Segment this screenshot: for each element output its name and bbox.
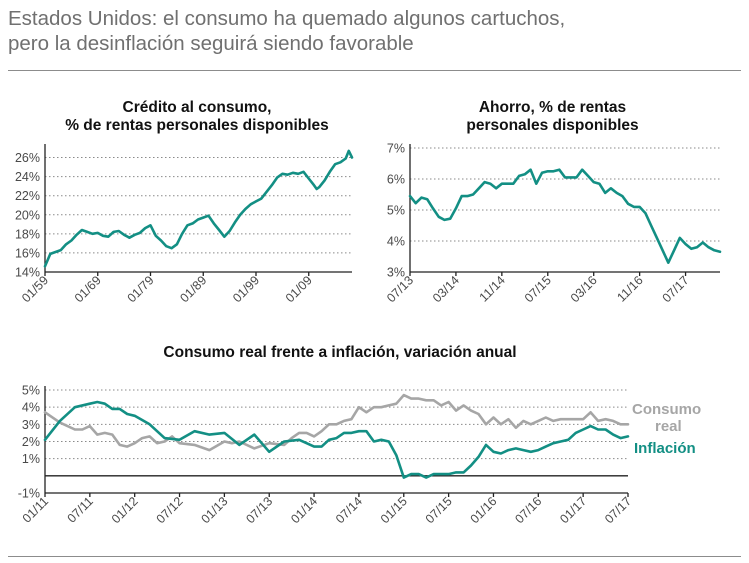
- savings-x-tick-label: 07/15: [522, 273, 554, 305]
- consumption-vs-inflation-x-tick-label: 01/16: [468, 494, 500, 526]
- credit-x-tick-label: 01/79: [125, 273, 157, 305]
- credit-chart-title: Crédito al consumo, % de rentas personal…: [42, 99, 352, 135]
- savings-y-tick-label: 5%: [387, 204, 405, 218]
- credit-y-tick-label: 24%: [15, 170, 40, 184]
- consumption-series-label-line-2: real: [655, 418, 682, 435]
- credit-y-tick-label: 14%: [15, 266, 40, 280]
- inflation-series-label-line-1: Inflación: [634, 440, 696, 457]
- savings-series-ahorro: [408, 168, 722, 265]
- credit-y-tick-label: 18%: [15, 227, 40, 241]
- consumption-vs-inflation-y-tick-label: -1%: [18, 487, 40, 501]
- credit-y-tick-label: 20%: [15, 208, 40, 222]
- credit-x-tick-label: 01/89: [177, 273, 209, 305]
- inflation-series-label: Inflación: [634, 440, 696, 457]
- consumption-vs-inflation-x-tick-label: 07/11: [65, 494, 96, 525]
- consumption-vs-inflation-y-tick-label: 5%: [22, 384, 40, 398]
- consumption-vs-inflation-x-tick-label: 01/13: [198, 494, 230, 526]
- consumption-vs-inflation-x-tick-label: 01/12: [109, 494, 141, 526]
- consumption-chart-title-line-1: Consumo real frente a inflación, variaci…: [163, 344, 517, 361]
- page-title-line-1: Estados Unidos: el consumo ha quemado al…: [8, 7, 566, 30]
- savings-y-tick-label: 6%: [387, 173, 405, 187]
- credit-y-tick-label: 16%: [15, 246, 40, 260]
- consumption-vs-inflation-x-tick-label: 07/13: [243, 494, 275, 526]
- consumption-vs-inflation-x-tick-label: 07/14: [333, 494, 365, 526]
- credit-x-tick-label: 01/69: [72, 273, 104, 305]
- savings-x-tick-label: 11/14: [477, 273, 508, 304]
- consumption-chart-title: Consumo real frente a inflación, variaci…: [60, 344, 620, 362]
- credit-series-cr-dito-al-consumo: [43, 149, 354, 268]
- savings-y-tick-label: 7%: [387, 142, 405, 156]
- consumption-vs-inflation-series-consumo-real: [43, 393, 630, 452]
- page-title: Estados Unidos: el consumo ha quemado al…: [8, 6, 728, 56]
- consumption-vs-inflation-x-tick-label: 07/17: [602, 494, 634, 526]
- savings-chart-title: Ahorro, % de rentas personales disponibl…: [380, 99, 725, 135]
- bottom-divider: [8, 556, 741, 557]
- consumption-vs-inflation-y-tick-label: 1%: [22, 452, 40, 466]
- credit-x-tick-label: 01/99: [230, 273, 262, 305]
- savings-x-tick-label: 07/17: [660, 273, 692, 305]
- savings-x-tick-label: 11/16: [614, 273, 645, 304]
- credit-chart-title-line-1: Crédito al consumo,: [122, 99, 272, 116]
- consumption-vs-inflation-x-tick-label: 01/15: [378, 494, 410, 526]
- consumption-vs-inflation-x-tick-label: 07/16: [512, 494, 544, 526]
- savings-chart-title-line-1: Ahorro, % de rentas: [478, 99, 627, 116]
- consumption-vs-inflation-y-tick-label: 3%: [22, 418, 40, 432]
- credit-y-tick-label: 22%: [15, 189, 40, 203]
- consumption-vs-inflation-x-tick-label: 07/15: [423, 494, 455, 526]
- consumption-vs-inflation-x-tick-label: 01/14: [288, 494, 320, 526]
- savings-chart-title-line-2: personales disponibles: [466, 117, 639, 134]
- savings-x-tick-label: 03/14: [430, 273, 462, 305]
- savings-x-tick-label: 03/16: [568, 273, 600, 305]
- consumption-vs-inflation-y-tick-label: 2%: [22, 435, 40, 449]
- consumption-vs-inflation-series-inflaci-n: [43, 400, 630, 479]
- consumption-vs-inflation-y-tick-label: 4%: [22, 401, 40, 415]
- savings-y-tick-label: 4%: [387, 235, 405, 249]
- credit-chart-title-line-2: % de rentas personales disponibles: [65, 117, 329, 134]
- page-title-line-2: pero la desinflación seguirá siendo favo…: [8, 32, 414, 55]
- title-divider: [8, 70, 741, 71]
- credit-y-tick-label: 26%: [15, 151, 40, 165]
- credit-x-tick-label: 01/09: [283, 273, 315, 305]
- consumption-series-label-line-1: Consumo: [632, 401, 702, 418]
- consumption-series-label: Consumo real: [632, 401, 701, 435]
- savings-y-tick-label: 3%: [387, 266, 405, 280]
- consumption-vs-inflation-x-tick-label: 01/17: [557, 494, 589, 526]
- consumption-vs-inflation-x-tick-label: 07/12: [154, 494, 186, 526]
